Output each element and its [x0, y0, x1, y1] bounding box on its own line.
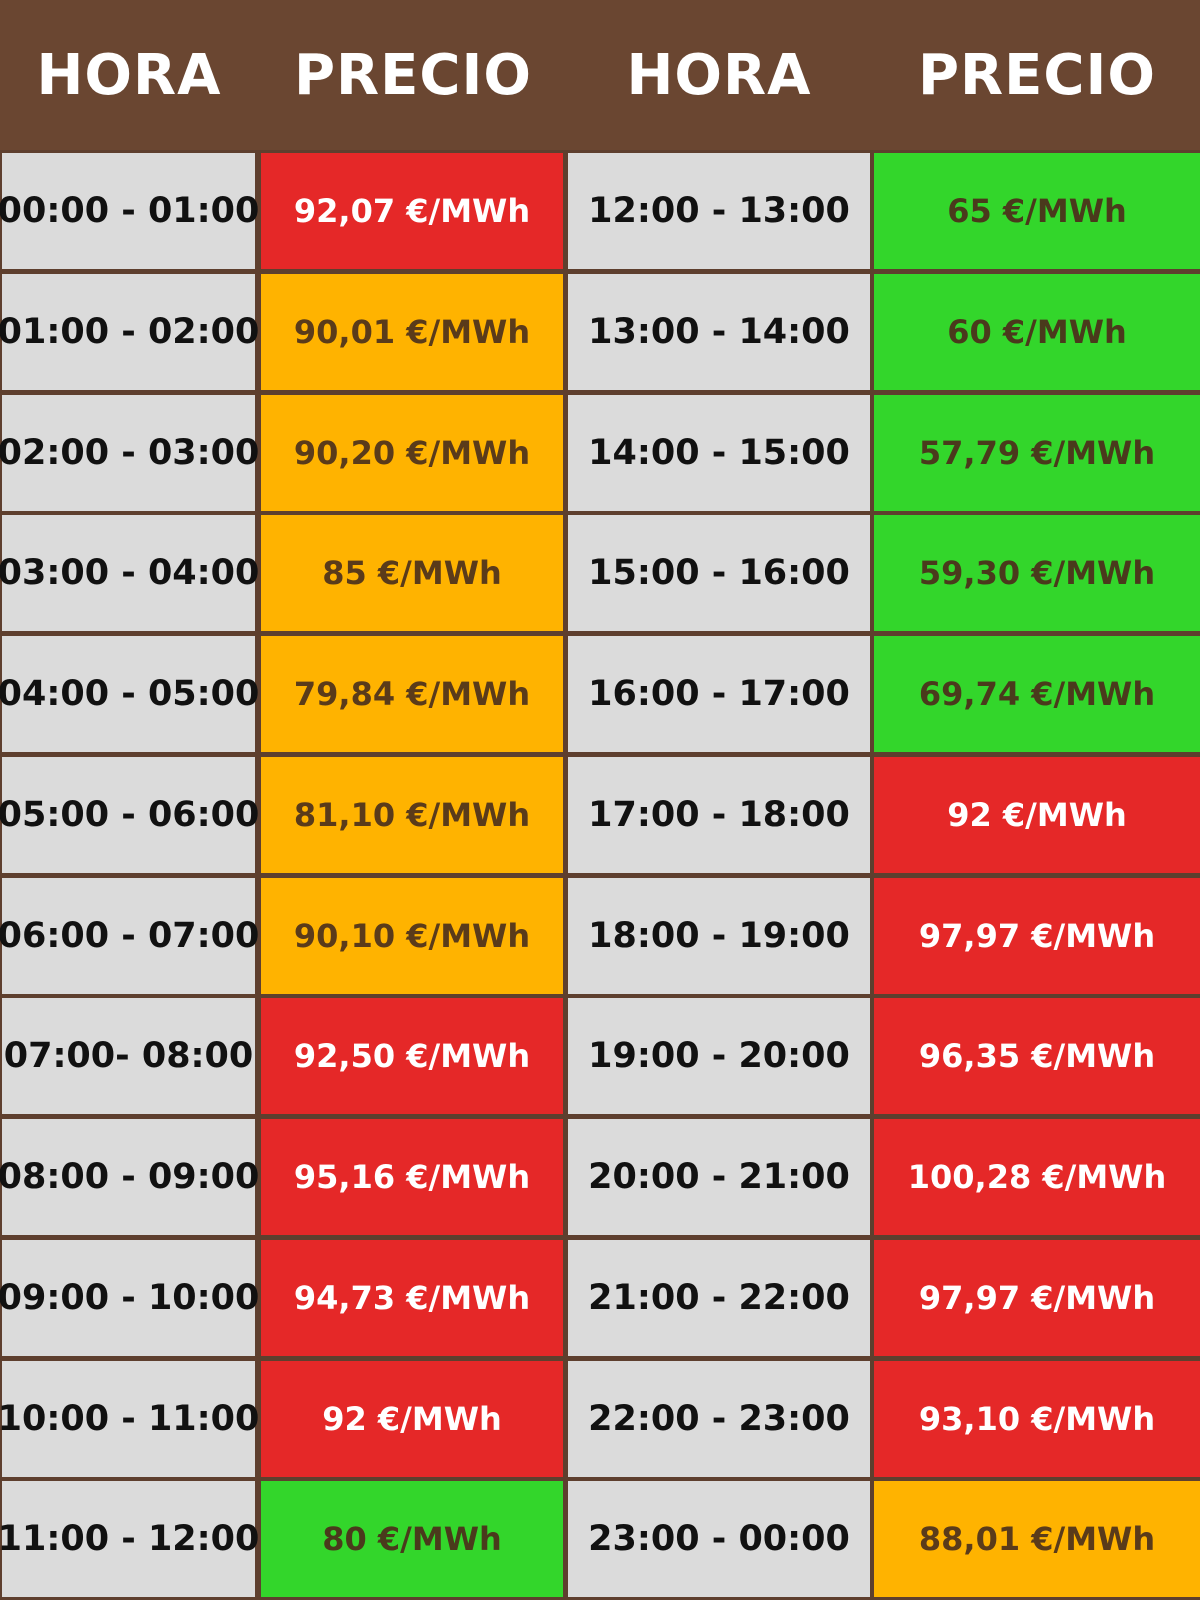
price-cell: 80 €/MWh — [261, 1481, 563, 1598]
hour-cell: 17:00 - 18:00 — [568, 756, 870, 873]
price-cell: 96,35 €/MWh — [874, 998, 1200, 1115]
hour-cell: 11:00 - 12:00 — [0, 1481, 259, 1598]
header-precio-left: PRECIO — [294, 42, 532, 108]
price-cell: 65 €/MWh — [874, 153, 1200, 269]
hour-cell: 09:00 - 10:00 — [0, 1239, 259, 1356]
price-cell: 97,97 €/MWh — [874, 1239, 1200, 1356]
hour-cell: 14:00 - 15:00 — [568, 394, 870, 511]
price-cell: 92,07 €/MWh — [261, 153, 563, 269]
hour-cell: 08:00 - 09:00 — [0, 1119, 259, 1235]
hour-cell: 16:00 - 17:00 — [568, 636, 870, 752]
hour-cell: 22:00 - 23:00 — [568, 1360, 870, 1477]
price-cell: 100,28 €/MWh — [874, 1119, 1200, 1235]
hour-cell: 10:00 - 11:00 — [0, 1360, 259, 1477]
hour-cell: 06:00 - 07:00 — [0, 877, 259, 994]
price-cell: 85 €/MWh — [261, 515, 563, 632]
price-cell: 94,73 €/MWh — [261, 1239, 563, 1356]
table-header: HORA PRECIO HORA PRECIO — [0, 0, 1200, 150]
hour-cell: 02:00 - 03:00 — [0, 394, 259, 511]
price-cell: 92 €/MWh — [874, 756, 1200, 873]
hour-cell: 05:00 - 06:00 — [0, 756, 259, 873]
price-cell: 59,30 €/MWh — [874, 515, 1200, 632]
price-cell: 81,10 €/MWh — [261, 756, 563, 873]
hour-cell: 01:00 - 02:00 — [0, 273, 259, 390]
hour-cell: 07:00- 08:00 — [2, 998, 255, 1115]
hour-cell: 03:00 - 04:00 — [0, 515, 259, 632]
hour-cell: 12:00 - 13:00 — [568, 153, 870, 269]
price-cell: 92,50 €/MWh — [261, 998, 563, 1115]
header-hora-right: HORA — [626, 42, 812, 108]
price-cell: 92 €/MWh — [261, 1360, 563, 1477]
hour-cell: 18:00 - 19:00 — [568, 877, 870, 994]
header-hora-left: HORA — [36, 42, 222, 108]
price-cell: 97,97 €/MWh — [874, 877, 1200, 994]
hour-cell: 19:00 - 20:00 — [568, 998, 870, 1115]
hour-cell: 00:00 - 01:00 — [0, 153, 259, 269]
price-cell: 90,01 €/MWh — [261, 273, 563, 390]
price-cell: 93,10 €/MWh — [874, 1360, 1200, 1477]
hour-cell: 15:00 - 16:00 — [568, 515, 870, 632]
price-cell: 79,84 €/MWh — [261, 636, 563, 752]
header-precio-right: PRECIO — [918, 42, 1156, 108]
price-cell: 90,20 €/MWh — [261, 394, 563, 511]
price-cell: 88,01 €/MWh — [874, 1481, 1200, 1598]
price-cell: 90,10 €/MWh — [261, 877, 563, 994]
hour-cell: 20:00 - 21:00 — [568, 1119, 870, 1235]
hour-cell: 13:00 - 14:00 — [568, 273, 870, 390]
price-cell: 60 €/MWh — [874, 273, 1200, 390]
price-cell: 57,79 €/MWh — [874, 394, 1200, 511]
hour-cell: 21:00 - 22:00 — [568, 1239, 870, 1356]
hour-cell: 04:00 - 05:00 — [0, 636, 259, 752]
price-cell: 95,16 €/MWh — [261, 1119, 563, 1235]
hour-cell: 23:00 - 00:00 — [568, 1481, 870, 1598]
price-cell: 69,74 €/MWh — [874, 636, 1200, 752]
